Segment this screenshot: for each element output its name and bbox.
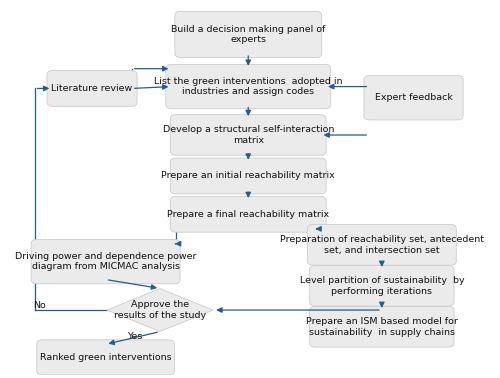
Text: No: No [34, 301, 46, 310]
Text: Develop a structural self-interaction
matrix: Develop a structural self-interaction ma… [162, 125, 334, 145]
FancyBboxPatch shape [31, 240, 180, 284]
FancyBboxPatch shape [37, 340, 174, 375]
FancyBboxPatch shape [175, 11, 322, 57]
FancyBboxPatch shape [170, 158, 326, 194]
FancyBboxPatch shape [310, 307, 454, 347]
FancyBboxPatch shape [308, 225, 456, 265]
FancyBboxPatch shape [166, 64, 330, 109]
FancyBboxPatch shape [170, 197, 326, 232]
Text: Preparation of reachability set, antecedent
set, and intersection set: Preparation of reachability set, anteced… [280, 235, 484, 254]
Text: Prepare an initial reachability matrix: Prepare an initial reachability matrix [162, 172, 335, 180]
Text: Yes: Yes [128, 332, 142, 341]
Text: Approve the
results of the study: Approve the results of the study [114, 301, 206, 320]
Text: Ranked green interventions: Ranked green interventions [40, 353, 172, 362]
Text: Expert feedback: Expert feedback [374, 93, 452, 102]
Text: Literature review: Literature review [52, 84, 132, 93]
FancyBboxPatch shape [47, 71, 137, 106]
Text: Driving power and dependence power
diagram from MICMAC analysis: Driving power and dependence power diagr… [15, 252, 196, 271]
Text: List the green interventions  adopted in
industries and assign codes: List the green interventions adopted in … [154, 77, 342, 96]
Text: Prepare an ISM based model for
sustainability  in supply chains: Prepare an ISM based model for sustainab… [306, 317, 458, 336]
Polygon shape [106, 289, 213, 332]
Text: Prepare a final reachability matrix: Prepare a final reachability matrix [167, 210, 330, 219]
Text: Level partition of sustainability  by
performing iterations: Level partition of sustainability by per… [300, 276, 464, 296]
FancyBboxPatch shape [364, 76, 463, 120]
FancyBboxPatch shape [170, 115, 326, 155]
FancyBboxPatch shape [310, 265, 454, 306]
Text: Build a decision making panel of
experts: Build a decision making panel of experts [171, 25, 326, 44]
